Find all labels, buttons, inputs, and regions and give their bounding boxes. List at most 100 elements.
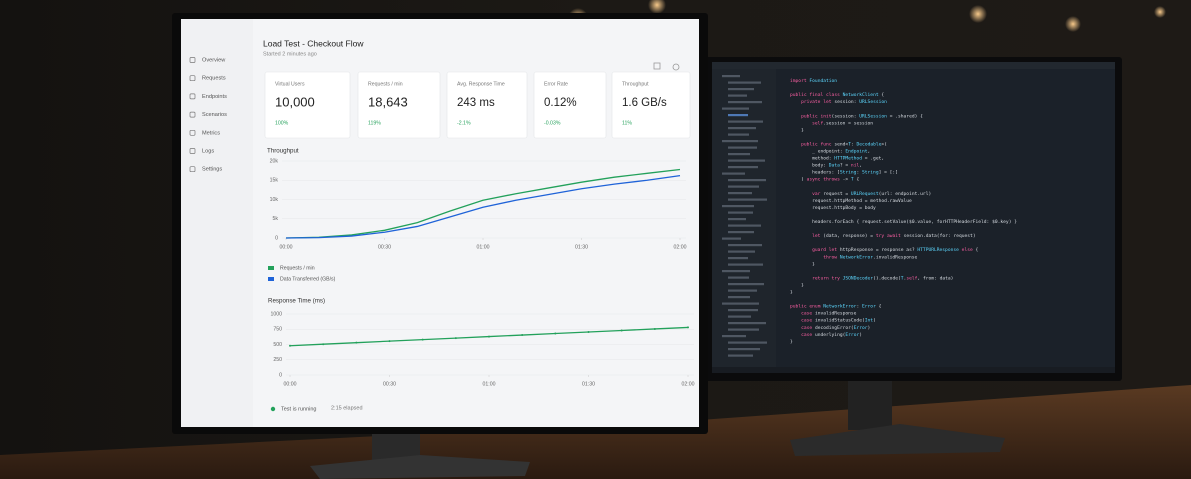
code-line: } bbox=[790, 289, 793, 295]
x-tick-label: 00:00 bbox=[284, 381, 297, 387]
file-row bbox=[728, 211, 753, 214]
status-text: Test is running bbox=[281, 406, 316, 412]
data-point bbox=[653, 327, 656, 330]
file-row bbox=[728, 244, 762, 247]
file-row bbox=[728, 185, 759, 188]
code-line: return try JSONDecoder().decode(T.self, … bbox=[790, 275, 953, 281]
menu-item[interactable]: Settings bbox=[202, 167, 222, 173]
code-line: body: Data? = nil, bbox=[790, 162, 862, 168]
kpi-change: -0.03% bbox=[544, 120, 561, 126]
data-point bbox=[554, 332, 557, 335]
code-line: case decodingError(Error) bbox=[790, 324, 870, 330]
file-row bbox=[722, 75, 740, 78]
code-line: ) async throws -> T { bbox=[790, 176, 859, 182]
y-tick-label: 250 bbox=[273, 357, 282, 363]
kpi-change: 100% bbox=[275, 120, 289, 126]
code-line: guard let httpResponse = response as? HT… bbox=[790, 247, 979, 253]
kpi-value: 0.12% bbox=[544, 97, 577, 109]
file-row bbox=[728, 283, 764, 286]
file-row bbox=[728, 88, 754, 91]
file-row bbox=[728, 328, 759, 331]
stand-base bbox=[310, 455, 530, 479]
file-row bbox=[728, 166, 758, 169]
code-line: method: HTTPMethod = .get, bbox=[790, 155, 884, 161]
file-row bbox=[728, 322, 766, 325]
right-monitor: import Foundation public final class Netw… bbox=[704, 57, 1122, 456]
kpi-cards: Virtual Users 10,000 100% Requests / min 18,… bbox=[264, 71, 691, 139]
code-line: public func send<T: Decodable>( bbox=[790, 141, 887, 147]
menu-item[interactable]: Logs bbox=[202, 148, 214, 154]
series-line bbox=[285, 174, 681, 239]
data-point bbox=[521, 334, 524, 337]
data-point bbox=[289, 344, 291, 347]
code: import Foundation public final class Netw… bbox=[790, 78, 1017, 345]
kpi-change: 11% bbox=[622, 120, 632, 126]
y-tick-label: 15k bbox=[270, 178, 279, 184]
data-point bbox=[454, 337, 457, 340]
series-line bbox=[285, 168, 681, 239]
kpi-change: 119% bbox=[368, 120, 381, 126]
menu-icon bbox=[189, 93, 196, 100]
menu-item[interactable]: Overview bbox=[202, 57, 226, 63]
elapsed-time: 2:15 elapsed bbox=[331, 405, 363, 411]
legend-swatch bbox=[268, 277, 274, 281]
file-row bbox=[728, 263, 763, 266]
kpi-card bbox=[446, 71, 528, 139]
x-tick-label: 00:30 bbox=[378, 244, 391, 250]
data-point bbox=[421, 338, 424, 341]
kpi-label: Error Rate bbox=[544, 81, 568, 87]
menu-item[interactable]: Scenarios bbox=[202, 112, 227, 118]
settings-icon[interactable] bbox=[672, 63, 680, 71]
menu-item[interactable]: Metrics bbox=[202, 130, 220, 136]
menu-icon bbox=[189, 148, 196, 154]
y-tick-label: 500 bbox=[273, 342, 282, 348]
x-tick-label: 02:00 bbox=[674, 244, 687, 250]
file-row bbox=[722, 205, 754, 208]
x-tick-label: 01:30 bbox=[575, 244, 588, 250]
kpi-card bbox=[611, 71, 691, 139]
x-tick-label: 01:00 bbox=[483, 381, 496, 387]
data-point bbox=[620, 329, 623, 332]
code-line: case underlying(Error) bbox=[790, 331, 862, 337]
file-row bbox=[728, 179, 766, 182]
file-row bbox=[728, 192, 752, 195]
code-line: throw NetworkError.invalidResponse bbox=[790, 254, 918, 260]
legend-label: Requests / min bbox=[280, 265, 315, 271]
code-line: _ endpoint: Endpoint, bbox=[790, 148, 870, 154]
file-row bbox=[722, 302, 759, 305]
file-row bbox=[728, 276, 749, 279]
file-row bbox=[722, 107, 749, 110]
file-row bbox=[722, 172, 745, 175]
x-tick-label: 02:00 bbox=[682, 381, 695, 387]
file-row bbox=[728, 296, 750, 299]
code-line: } bbox=[790, 282, 804, 288]
file-row bbox=[728, 348, 760, 351]
menu-item[interactable]: Requests bbox=[202, 76, 226, 82]
code-line: public enum NetworkError: Error { bbox=[790, 303, 882, 309]
data-point bbox=[687, 326, 689, 329]
sidebar bbox=[181, 19, 253, 427]
file-row bbox=[728, 153, 750, 156]
kpi-card bbox=[533, 71, 607, 139]
data-point bbox=[587, 330, 590, 333]
menu-item[interactable]: Endpoints bbox=[202, 94, 227, 100]
file-row bbox=[728, 81, 761, 84]
kpi-value: 10,000 bbox=[275, 94, 315, 109]
file-row bbox=[728, 224, 761, 227]
code-line: headers: [String: String] = [:] bbox=[790, 169, 898, 175]
legend-label: Data Transferred (GB/s) bbox=[280, 276, 336, 282]
y-tick-label: 750 bbox=[273, 327, 282, 333]
code-line: case invalidStatusCode(Int) bbox=[790, 317, 876, 323]
status-bar bbox=[712, 367, 1115, 373]
menu-icon bbox=[189, 166, 196, 173]
menu-icon[interactable] bbox=[653, 62, 661, 70]
code-line: } bbox=[790, 127, 804, 133]
y-tick-label: 1000 bbox=[270, 311, 282, 317]
stand bbox=[848, 378, 892, 430]
kpi-value: 243 ms bbox=[457, 97, 495, 109]
menu-icon bbox=[189, 129, 196, 136]
legend-swatch bbox=[268, 266, 274, 270]
status-dot bbox=[270, 406, 276, 412]
y-tick-label: 5k bbox=[273, 216, 279, 222]
